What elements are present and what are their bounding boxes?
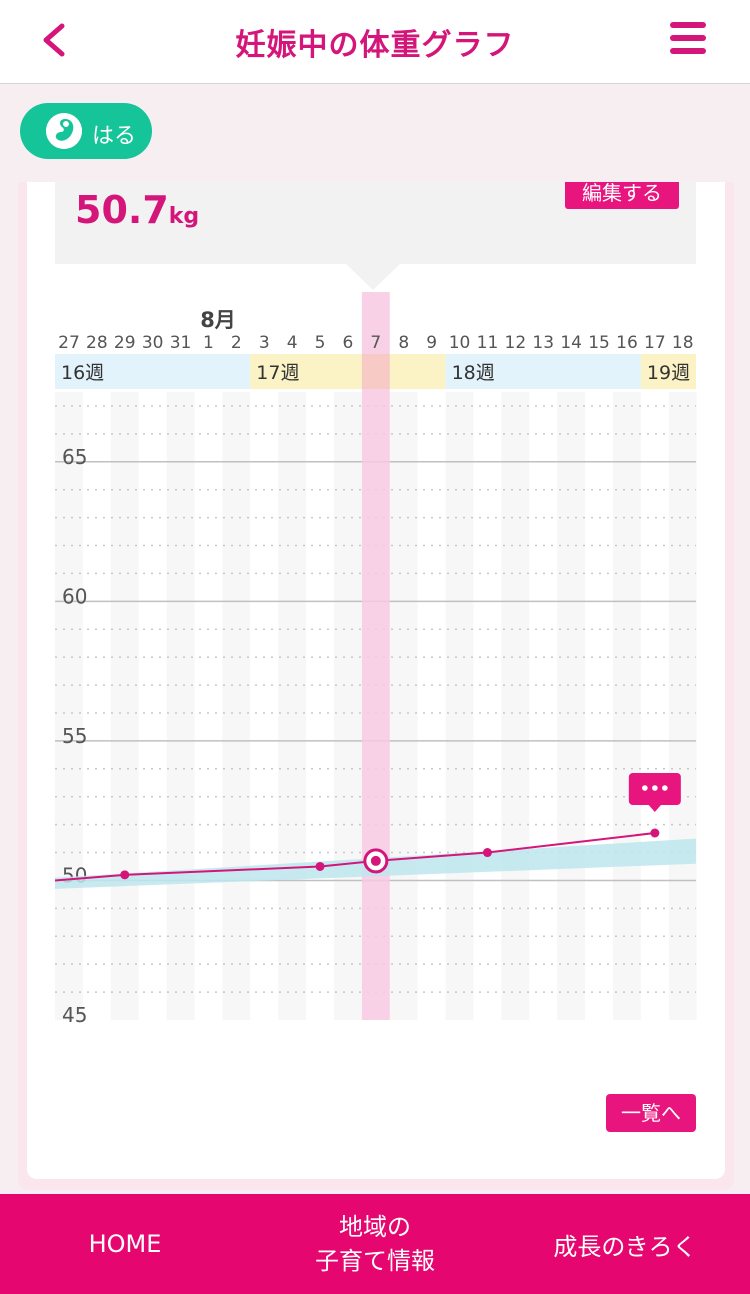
data-point[interactable] — [315, 861, 325, 871]
comment-dot — [652, 785, 658, 791]
day-label: 1 — [203, 333, 214, 353]
profile-name: はる — [92, 124, 137, 149]
day-label: 28 — [86, 333, 108, 353]
nav-growth-record[interactable]: 成長のきろく — [553, 1232, 697, 1261]
week-label: 18週 — [452, 362, 495, 384]
day-label: 18 — [672, 333, 694, 353]
day-column — [417, 392, 446, 1020]
day-label: 12 — [505, 333, 527, 353]
nav-local-info-line1: 地域の — [339, 1213, 411, 1241]
day-label: 10 — [449, 333, 471, 353]
comment-dot — [642, 785, 648, 791]
chevron-left-icon[interactable] — [32, 18, 80, 66]
day-label: 2 — [231, 333, 242, 353]
day-column — [668, 392, 697, 1020]
profile-pill[interactable]: はる — [20, 103, 152, 159]
day-label: 5 — [315, 333, 326, 353]
day-label: 9 — [426, 333, 437, 353]
week-label: 17週 — [256, 362, 299, 384]
week-label: 16週 — [61, 362, 104, 384]
y-tick-label: 65 — [62, 445, 87, 469]
edit-button[interactable]: 編集する — [565, 182, 679, 209]
day-column — [110, 392, 139, 1020]
hamburger-menu-icon[interactable] — [668, 20, 712, 60]
day-label: 13 — [532, 333, 554, 353]
day-column — [445, 392, 474, 1020]
month-label: 8月 — [200, 308, 236, 332]
comment-dot — [662, 785, 668, 791]
day-column — [389, 392, 418, 1020]
data-point[interactable] — [482, 848, 492, 858]
day-column — [640, 392, 669, 1020]
day-column — [222, 392, 251, 1020]
week-band — [445, 354, 641, 389]
day-column — [194, 392, 223, 1020]
day-label: 3 — [259, 333, 270, 353]
week-band — [250, 354, 446, 389]
day-label: 4 — [287, 333, 298, 353]
day-column — [529, 392, 558, 1020]
day-label: 17 — [644, 333, 666, 353]
day-label: 14 — [560, 333, 582, 353]
nav-local-info[interactable]: 地域の 子育て情報 — [250, 1194, 500, 1294]
day-label: 30 — [142, 333, 164, 353]
selected-day-highlight — [361, 292, 390, 1020]
list-button[interactable]: 一覧へ — [606, 1094, 696, 1132]
day-column — [585, 392, 613, 1020]
data-point[interactable] — [120, 870, 130, 880]
day-label: 15 — [588, 333, 610, 353]
nav-local-info-line2: 子育て情報 — [315, 1247, 435, 1275]
day-label: 6 — [343, 333, 354, 353]
selected-week-highlight — [361, 354, 390, 389]
day-column — [278, 392, 307, 1020]
weight-value: 50.7 — [75, 188, 169, 232]
fetus-icon — [46, 113, 82, 149]
data-point[interactable] — [650, 828, 660, 838]
day-label: 11 — [477, 333, 499, 353]
day-column — [166, 392, 195, 1020]
week-label: 19週 — [647, 362, 690, 384]
selected-data-point-center — [370, 855, 381, 866]
bottom-nav: HOME 地域の 子育て情報 成長のきろく — [0, 1194, 750, 1294]
y-tick-label: 55 — [62, 724, 87, 748]
y-tick-label: 60 — [62, 584, 87, 608]
day-label: 16 — [616, 333, 638, 353]
nav-home[interactable]: HOME — [88, 1230, 162, 1258]
week-band — [640, 354, 696, 389]
day-label: 27 — [58, 333, 80, 353]
day-label: 29 — [114, 333, 136, 353]
current-weight: 50.7kg — [75, 188, 199, 232]
day-column — [557, 392, 586, 1020]
summary-pointer — [346, 264, 400, 290]
day-column — [82, 392, 111, 1020]
day-label: 8 — [398, 333, 409, 353]
day-column — [501, 392, 530, 1020]
day-column — [250, 392, 279, 1020]
weight-line — [54, 832, 655, 882]
weight-chart[interactable]: 27 28 29 30 31 1 2 3 4 5 6 7 8 9 10 11 12 13 14 15 16 17 188月1… — [0, 0, 750, 1194]
day-column — [334, 392, 362, 1020]
week-band — [55, 354, 251, 389]
day-label: 31 — [170, 333, 192, 353]
weight-unit: kg — [168, 204, 200, 229]
day-column — [55, 392, 83, 1020]
day-column — [138, 392, 167, 1020]
day-column — [306, 392, 334, 1020]
y-tick-label: 45 — [62, 1003, 87, 1027]
day-column — [613, 392, 641, 1020]
comment-bubble-tail — [647, 803, 662, 812]
page-title: 妊娠中の体重グラフ — [235, 28, 515, 63]
day-label: 7 — [370, 333, 381, 353]
app-header: 妊娠中の体重グラフ — [0, 0, 750, 84]
day-column — [473, 392, 502, 1020]
